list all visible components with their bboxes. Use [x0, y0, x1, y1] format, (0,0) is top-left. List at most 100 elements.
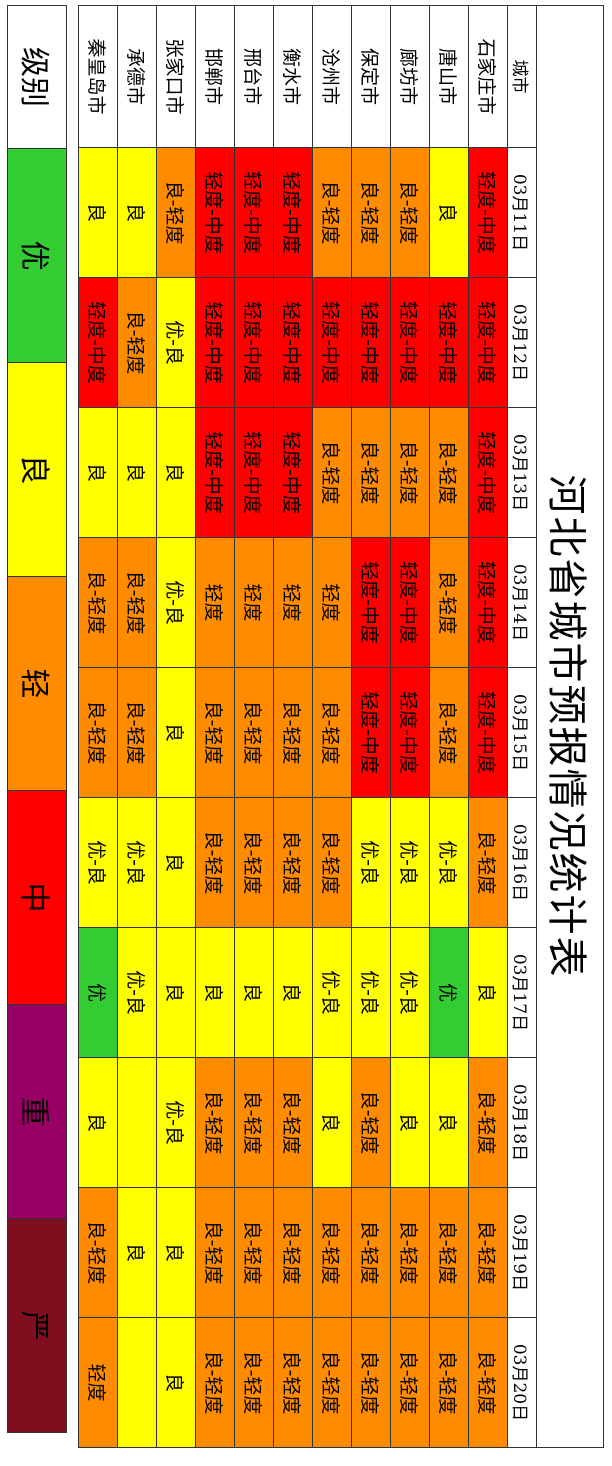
- forecast-cell: 良-轻度: [78, 537, 118, 668]
- city-name: 保定市: [351, 5, 391, 148]
- legend-item: 轻: [7, 576, 67, 791]
- city-name: 唐山市: [429, 5, 469, 148]
- forecast-cell: 轻度-中度: [429, 277, 469, 408]
- forecast-cell: 良-轻度: [195, 797, 235, 928]
- city-row: 沧州市 良-轻度 轻度-中度 良-轻度 轻度 良-轻度 良-轻度 优-良良良-轻度 良-轻度: [312, 5, 352, 1448]
- city-name: 廊坊市: [390, 5, 430, 148]
- forecast-cell: 轻度: [234, 537, 274, 668]
- forecast-cell: 良-轻度: [390, 147, 430, 278]
- legend: 级别优良轻中重严: [7, 5, 67, 1433]
- forecast-cell: 优: [429, 927, 469, 1058]
- forecast-cell: 良-轻度: [273, 1057, 313, 1188]
- forecast-cell: 优-良: [429, 797, 469, 928]
- forecast-cell: 优: [78, 927, 118, 1058]
- forecast-cell: 良-轻度: [429, 667, 469, 798]
- forecast-cell: 良-轻度: [234, 1317, 274, 1448]
- forecast-cell: 良-轻度: [468, 1057, 508, 1188]
- forecast-cell: 良: [117, 1187, 157, 1318]
- header-row: 城市 03月11日 03月12日 03月13日 03月14日 03月15日 03月16日 03…: [507, 5, 537, 1448]
- forecast-cell: 良-轻度: [312, 147, 352, 278]
- header-date: 03月11日: [507, 147, 537, 278]
- city-name: 石家庄市: [468, 5, 508, 148]
- forecast-cell: 轻度: [273, 537, 313, 668]
- forecast-cell: 轻度-中度: [273, 147, 313, 278]
- forecast-cell: 良-轻度: [117, 277, 157, 408]
- forecast-cell: 良-轻度: [234, 1187, 274, 1318]
- city-row: 唐山市良轻度-中度 良-轻度 良-轻度 良-轻度 优-良优良良-轻度 良-轻度: [429, 5, 469, 1448]
- city-name: 邯郸市: [195, 5, 235, 148]
- forecast-cell: 良-轻度: [273, 1187, 313, 1318]
- header-date: 03月13日: [507, 407, 537, 538]
- city-row: 石家庄市 轻度-中度 轻度-中度 轻度-中度 轻度-中度 轻度-中度 良-轻度良良-轻度 良-…: [468, 5, 508, 1448]
- legend-item: 良: [7, 362, 67, 577]
- forecast-cell: 良: [156, 667, 196, 798]
- forecast-cell: 轻度-中度: [468, 537, 508, 668]
- forecast-cell: 优-良: [351, 797, 391, 928]
- forecast-cell: 良-轻度: [273, 797, 313, 928]
- forecast-cell: [117, 1057, 157, 1188]
- city-name: 秦皇岛市: [78, 5, 118, 148]
- forecast-cell: 轻度-中度: [195, 147, 235, 278]
- forecast-cell: 良-轻度: [312, 667, 352, 798]
- legend-row: 级别优良轻中重严: [7, 5, 67, 1433]
- forecast-cell: 优-良: [156, 277, 196, 408]
- forecast-cell: 轻度-中度: [468, 277, 508, 408]
- forecast-cell: 优-良: [156, 537, 196, 668]
- forecast-cell: 良-轻度: [234, 1057, 274, 1188]
- forecast-cell: 良-轻度: [195, 667, 235, 798]
- forecast-cell: 优-良: [117, 797, 157, 928]
- forecast-cell: 良-轻度: [351, 407, 391, 538]
- forecast-cell: 轻度-中度: [390, 667, 430, 798]
- forecast-cell: 轻度-中度: [273, 407, 313, 538]
- forecast-cell: 良: [117, 147, 157, 278]
- forecast-cell: 良-轻度: [156, 147, 196, 278]
- forecast-cell: 良-轻度: [273, 1317, 313, 1448]
- forecast-cell: 良-轻度: [195, 1057, 235, 1188]
- forecast-cell: 优-良: [78, 797, 118, 928]
- legend-item: 中: [7, 790, 67, 1005]
- forecast-cell: 良-轻度: [468, 1317, 508, 1448]
- header-date: 03月15日: [507, 667, 537, 798]
- forecast-cell: 良: [156, 927, 196, 1058]
- header-city: 城市: [507, 5, 537, 148]
- forecast-cell: 轻度-中度: [468, 407, 508, 538]
- forecast-cell: 良-轻度: [351, 147, 391, 278]
- forecast-cell: 良: [195, 927, 235, 1058]
- city-name: 承德市: [117, 5, 157, 148]
- forecast-cell: 轻度-中度: [351, 277, 391, 408]
- forecast-cell: 良: [273, 927, 313, 1058]
- forecast-cell: 轻度-中度: [78, 277, 118, 408]
- forecast-cell: 良-轻度: [273, 667, 313, 798]
- forecast-cell: 良: [156, 797, 196, 928]
- forecast-cell: 良-轻度: [312, 1187, 352, 1318]
- forecast-cell: 良-轻度: [312, 1317, 352, 1448]
- forecast-cell: 轻度-中度: [234, 277, 274, 408]
- city-row: 秦皇岛市良轻度-中度良良-轻度 良-轻度 优-良优良良-轻度 轻度: [78, 5, 118, 1448]
- forecast-cell: 优-良: [351, 927, 391, 1058]
- forecast-cell: 轻度-中度: [351, 667, 391, 798]
- forecast-cell: 轻度-中度: [234, 147, 274, 278]
- forecast-cell: 良-轻度: [429, 537, 469, 668]
- forecast-cell: 优-良: [390, 797, 430, 928]
- forecast-cell: 轻度-中度: [351, 537, 391, 668]
- forecast-cell: 良: [468, 927, 508, 1058]
- forecast-cell: 良-轻度: [234, 797, 274, 928]
- forecast-cell: 良: [78, 147, 118, 278]
- forecast-cell: 良-轻度: [312, 797, 352, 928]
- city-name: 衡水市: [273, 5, 313, 148]
- table-title: 河北省城市预报情况统计表: [536, 5, 604, 1448]
- forecast-cell: 良: [429, 147, 469, 278]
- forecast-cell: 良: [429, 1057, 469, 1188]
- forecast-cell: 良: [156, 407, 196, 538]
- forecast-cell: 良-轻度: [195, 1317, 235, 1448]
- header-date: 03月19日: [507, 1187, 537, 1318]
- header-date: 03月16日: [507, 797, 537, 928]
- forecast-cell: [117, 1317, 157, 1448]
- forecast-cell: 轻度: [312, 537, 352, 668]
- forecast-cell: 良: [312, 1057, 352, 1188]
- forecast-cell: 轻度: [195, 537, 235, 668]
- forecast-cell: 优-良: [312, 927, 352, 1058]
- forecast-cell: 优-良: [156, 1057, 196, 1188]
